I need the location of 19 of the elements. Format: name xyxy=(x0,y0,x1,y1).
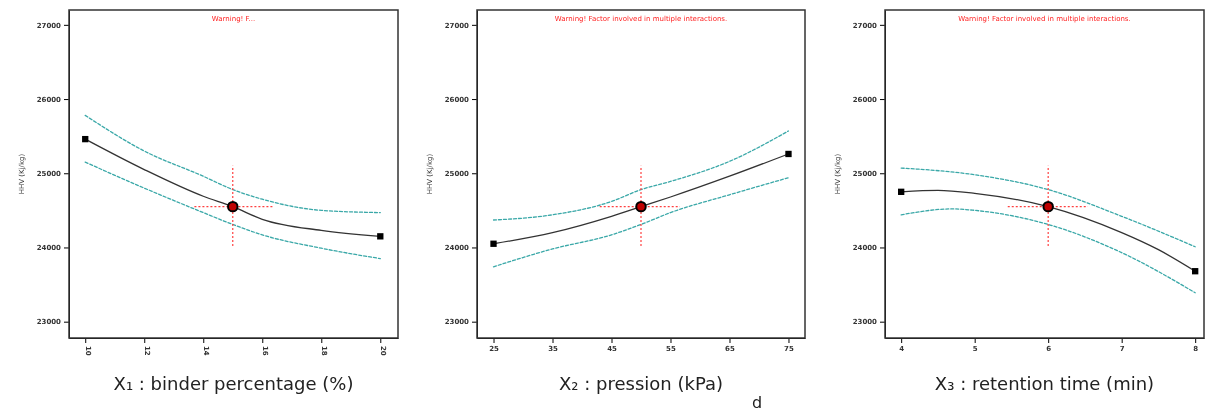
point xyxy=(1042,200,1054,213)
point xyxy=(635,200,647,213)
line-series xyxy=(84,114,381,214)
point xyxy=(898,188,905,195)
line-series xyxy=(492,177,790,268)
x-axis-title: X₂ : pression (kPa) xyxy=(558,373,724,394)
x-axis-title: X₃ : retention time (min) xyxy=(934,373,1155,394)
point xyxy=(490,240,497,247)
text: d xyxy=(751,393,763,412)
line-series xyxy=(84,161,381,260)
point xyxy=(82,135,89,143)
point xyxy=(377,233,384,240)
line-series xyxy=(492,130,790,221)
point xyxy=(227,200,239,213)
x-axis-title: X₁ : binder percentage (%) xyxy=(113,373,354,394)
line-series xyxy=(900,167,1196,248)
point xyxy=(785,150,792,158)
point xyxy=(1192,268,1199,275)
line-series xyxy=(900,208,1196,294)
